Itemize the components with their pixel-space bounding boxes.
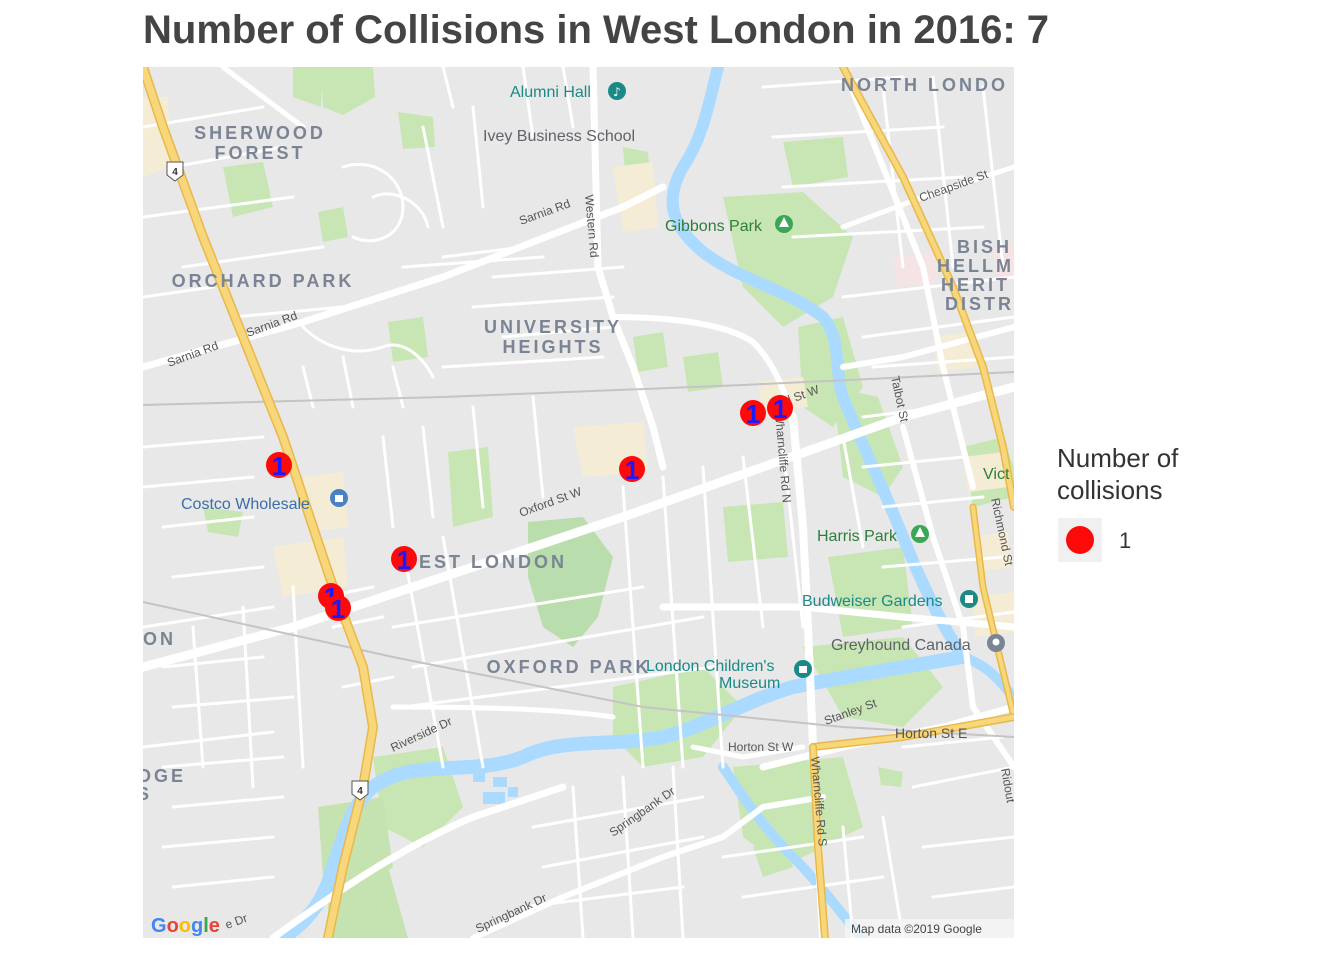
poi-label-greyhound-canada[interactable]: Greyhound Canada	[831, 637, 971, 654]
streets-major-layer	[143, 67, 1014, 938]
music-note-icon[interactable]: ♪	[608, 82, 626, 100]
legend: Number of collisions 1	[1057, 442, 1257, 562]
area-label-edge-on: ON	[143, 629, 176, 649]
map-attribution[interactable]: Map data ©2019 Google	[851, 922, 982, 936]
poi-label-harris-park[interactable]: Harris Park	[817, 528, 898, 545]
street-label-western-rd: Western Rd	[582, 194, 601, 258]
tree-icon[interactable]	[775, 215, 793, 233]
svg-text:4: 4	[357, 786, 363, 797]
legend-label: 1	[1119, 528, 1132, 553]
collision-count-1: 1	[272, 451, 286, 481]
streets-minor-layer	[143, 67, 1014, 938]
area-label-edge-oge-1: OGE	[143, 766, 186, 786]
collision-markers: 1 1 1 1 1 1 1	[266, 394, 793, 624]
poi-label-victoria-park[interactable]: Vict	[983, 466, 1010, 483]
pin-icon[interactable]	[987, 634, 1005, 652]
area-label-sherwood-forest-2: FOREST	[214, 143, 305, 163]
area-label-edge-oge-2: S	[143, 784, 152, 804]
area-label-north-london: NORTH LONDO	[841, 75, 1008, 95]
highway-4-shield-north: 4	[166, 161, 184, 182]
chart-title: Number of Collisions in West London in 2…	[143, 8, 1050, 52]
google-logo[interactable]: Google	[151, 915, 220, 937]
collision-marker-1[interactable]: 1	[266, 451, 292, 481]
legend-marker-swatch	[1066, 526, 1094, 554]
river-layer	[276, 67, 1014, 938]
area-label-university-heights-1: UNIVERSITY	[484, 317, 622, 337]
collision-marker-2[interactable]: 1	[391, 545, 417, 575]
area-label-bishop-4: DISTR	[945, 294, 1014, 314]
map-panel[interactable]: SHERWOOD FOREST ORCHARD PARK UNIVERSITY …	[143, 67, 1014, 938]
poi-label-gibbons-park[interactable]: Gibbons Park	[665, 218, 763, 235]
poi-label-costco-wholesale[interactable]: Costco Wholesale	[181, 496, 310, 513]
area-labels: SHERWOOD FOREST ORCHARD PARK UNIVERSITY …	[143, 75, 1014, 804]
museum-icon[interactable]	[794, 660, 812, 678]
area-label-west-london: WEST LONDON	[399, 552, 567, 572]
area-label-oxford-park: OXFORD PARK	[487, 657, 652, 677]
collision-marker-5[interactable]: 1	[619, 455, 645, 485]
svg-text:♪: ♪	[613, 85, 621, 99]
area-label-bishop-3: HERIT	[941, 275, 1010, 295]
collision-count-5: 1	[625, 455, 639, 485]
area-label-sherwood-forest-1: SHERWOOD	[194, 123, 326, 143]
collision-marker-4[interactable]: 1	[325, 594, 351, 624]
legend-title: Number of collisions	[1057, 443, 1179, 505]
shopping-bag-icon[interactable]	[330, 489, 348, 507]
area-label-bishop-1: BISH	[957, 237, 1012, 257]
area-label-bishop-2: HELLM	[937, 256, 1014, 276]
poi-labels: Alumni Hall ♪ Ivey Business School Gibbo…	[181, 82, 1010, 692]
map-background	[143, 67, 1014, 938]
ponds-layer	[473, 772, 518, 804]
poi-label-ivey-business-school[interactable]: Ivey Business School	[483, 128, 635, 145]
svg-text:4: 4	[172, 167, 178, 178]
street-label-horton-st-e: Horton St E	[895, 725, 967, 741]
collision-count-2: 1	[397, 545, 411, 575]
attribution-background	[845, 919, 1014, 938]
collision-count-4: 1	[331, 594, 345, 624]
area-label-university-heights-2: HEIGHTS	[502, 337, 603, 357]
collision-marker-7[interactable]: 1	[767, 394, 793, 424]
legend-key	[1058, 518, 1102, 562]
map-canvas[interactable]: SHERWOOD FOREST ORCHARD PARK UNIVERSITY …	[143, 67, 1014, 938]
poi-label-london-childrens-museum-1[interactable]: London Children's	[646, 658, 774, 675]
railway-layer	[143, 371, 1014, 738]
poi-label-london-childrens-museum-2[interactable]: Museum	[719, 675, 780, 692]
tree-icon[interactable]	[911, 525, 929, 543]
street-label-horton-st-w: Horton St W	[728, 740, 794, 754]
highway-4-shield-south: 4	[351, 780, 369, 801]
area-label-orchard-park: ORCHARD PARK	[172, 271, 355, 291]
collision-count-6: 1	[746, 399, 760, 429]
collision-count-7: 1	[773, 394, 787, 424]
collision-marker-6[interactable]: 1	[740, 399, 766, 429]
poi-label-alumni-hall[interactable]: Alumni Hall	[510, 84, 591, 101]
poi-label-budweiser-gardens[interactable]: Budweiser Gardens	[802, 593, 943, 610]
stadium-icon[interactable]	[960, 590, 978, 608]
